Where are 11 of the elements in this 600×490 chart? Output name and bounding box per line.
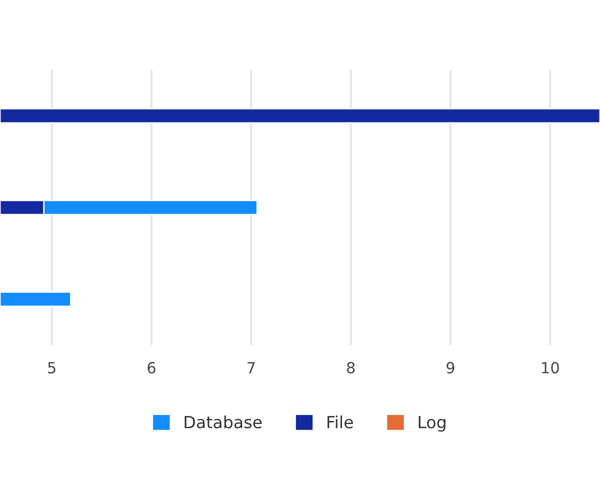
legend-label: File [328,416,353,428]
bar [0,291,72,307]
x-tick-label: 7 [248,362,255,374]
legend-label: Database [184,416,262,428]
x-tick-label: 8 [347,362,355,374]
x-tick-label: 5 [48,362,56,374]
bar [0,108,600,124]
legend-label: Log [418,416,446,432]
x-tick-label: 10 [542,362,559,374]
x-tick-label: 9 [446,362,454,374]
x-tick-label: 6 [148,362,156,374]
